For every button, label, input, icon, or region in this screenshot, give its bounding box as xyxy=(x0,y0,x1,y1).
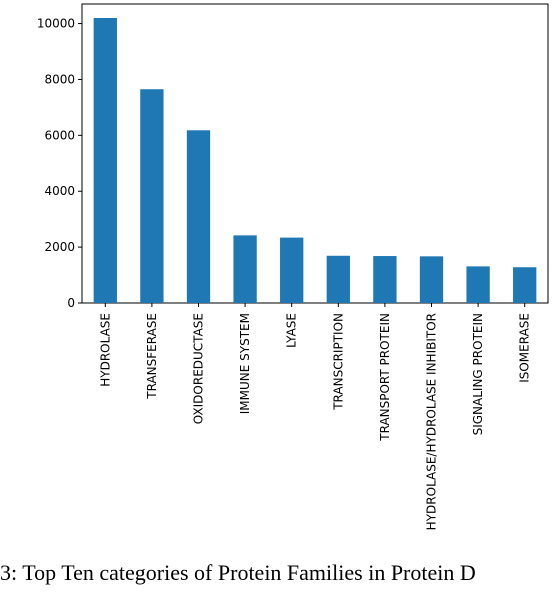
bar-transcription xyxy=(326,255,350,303)
bar-hydrolase-hydrolase-inhibitor xyxy=(419,256,444,303)
bar-oxidoreductase xyxy=(186,130,211,303)
x-tick-label: HYDROLASE/HYDROLASE INHIBITOR xyxy=(425,313,439,530)
y-axis-ticks: 0 2000 4000 6000 8000 10000 xyxy=(37,17,82,310)
bars-group xyxy=(93,17,537,304)
bar-signaling-protein xyxy=(466,266,490,303)
bar-transport-protein xyxy=(373,256,397,303)
y-tick-label: 0 xyxy=(67,296,75,310)
x-axis-ticks: HYDROLASE TRANSFERASE OXIDOREDUCTASE IMMUNE… xyxy=(98,303,532,530)
x-tick-label: ISOMERASE xyxy=(518,313,532,383)
x-tick-label: IMMUNE SYSTEM xyxy=(238,313,252,414)
x-tick-label: TRANSCRIPTION xyxy=(331,313,345,411)
bar-transferase xyxy=(140,89,164,303)
x-tick-label: SIGNALING PROTEIN xyxy=(471,313,485,435)
x-tick-label: TRANSFERASE xyxy=(145,313,159,400)
y-tick-label: 10000 xyxy=(37,17,75,31)
x-tick-label: TRANSPORT PROTEIN xyxy=(378,313,392,442)
bar-isomerase xyxy=(513,267,537,303)
x-tick-label: HYDROLASE xyxy=(98,313,112,387)
figure-caption: 3: Top Ten categories of Protein Familie… xyxy=(0,560,476,585)
y-tick-label: 4000 xyxy=(44,184,75,198)
y-tick-label: 8000 xyxy=(44,72,75,86)
x-tick-label: LYASE xyxy=(285,313,299,348)
plot-area xyxy=(81,3,549,304)
bar-immune-system xyxy=(233,235,257,303)
x-tick-label: OXIDOREDUCTASE xyxy=(192,313,206,424)
y-tick-label: 6000 xyxy=(44,128,75,142)
bar-hydrolase xyxy=(93,17,117,304)
bar-lyase xyxy=(280,237,304,303)
bar-chart: 0 2000 4000 6000 8000 10000 HYDROLASE TRANSFER… xyxy=(37,3,549,530)
y-tick-label: 2000 xyxy=(44,240,75,254)
